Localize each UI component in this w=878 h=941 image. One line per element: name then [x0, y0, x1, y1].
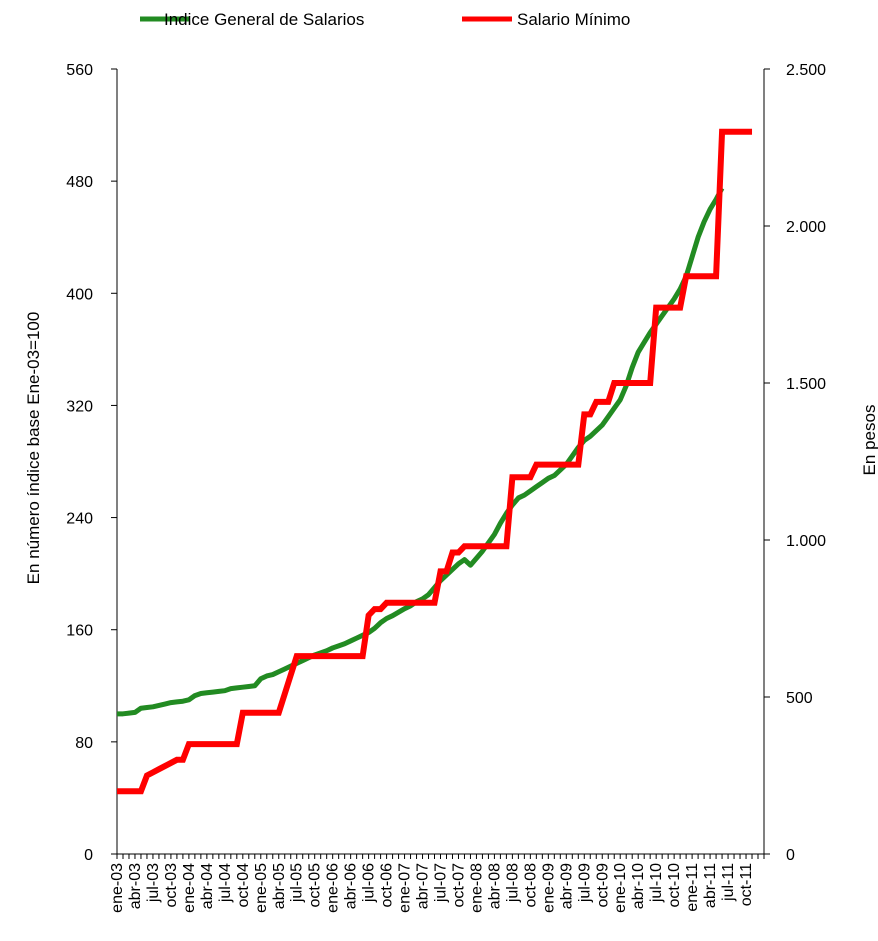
right-tick-label: 2.000: [786, 219, 826, 236]
x-axis-ticks: ene-03 abr-03 jul-03 oct-03 ene-04 abr-04 jul-…: [109, 854, 765, 913]
x-tick-label: oct-10: [666, 863, 683, 908]
series-line-minimo: [117, 128, 753, 795]
x-tick-label: oct-04: [235, 863, 252, 908]
x-tick-label: ene-06: [325, 863, 342, 913]
right-tick-label: 1.000: [786, 533, 826, 550]
left-tick-label: 560: [66, 62, 93, 79]
x-tick-label: jul-10: [648, 863, 665, 903]
left-tick-label: 240: [66, 511, 93, 528]
x-tick-label: ene-08: [468, 863, 485, 913]
left-tick-label: 80: [75, 735, 93, 752]
series-layer: [117, 128, 753, 795]
x-tick-label: abr-09: [558, 863, 575, 909]
x-tick-label: jul-03: [145, 863, 162, 903]
left-tick-label: 320: [66, 398, 93, 415]
left-tick-label: 160: [66, 623, 93, 640]
right-axis-ticks: 0 500 1.000 1.500 2.000 2.500: [764, 62, 826, 864]
x-tick-label: ene-11: [684, 863, 701, 912]
x-tick-label: oct-11: [738, 863, 755, 906]
x-tick-label: jul-05: [289, 863, 306, 903]
left-tick-label: 480: [66, 174, 93, 191]
x-tick-label: ene-09: [540, 863, 557, 913]
x-tick-label: oct-06: [379, 863, 396, 908]
x-tick-label: oct-08: [522, 863, 539, 908]
x-tick-label: abr-07: [415, 863, 432, 909]
right-tick-label: 500: [786, 690, 813, 707]
left-tick-label: 0: [84, 847, 93, 864]
right-axis-title: En pesos: [860, 405, 878, 476]
series-line-salarios: [117, 186, 725, 717]
x-tick-label: ene-10: [612, 863, 629, 913]
legend-label-minimo: Salario Mínimo: [517, 10, 630, 29]
x-tick-label: jul-06: [361, 863, 378, 903]
x-tick-label: abr-06: [343, 863, 360, 909]
x-tick-label: oct-05: [307, 863, 324, 908]
x-tick-label: abr-05: [271, 863, 288, 909]
legend: Indice General de Salarios Salario Mínim…: [140, 10, 630, 29]
left-axis-title: En número índice base Ene-03=100: [24, 312, 43, 585]
x-tick-label: abr-03: [127, 863, 144, 909]
x-tick-label: oct-03: [163, 863, 180, 908]
right-tick-label: 0: [786, 847, 795, 864]
x-tick-label: oct-09: [594, 863, 611, 908]
legend-label-salarios: Indice General de Salarios: [164, 10, 364, 29]
x-tick-label: abr-08: [486, 863, 503, 909]
x-tick-label: ene-07: [397, 863, 414, 913]
x-tick-label: ene-03: [109, 863, 126, 913]
x-tick-label: abr-04: [199, 863, 216, 909]
right-tick-label: 2.500: [786, 62, 826, 79]
x-tick-label: jul-04: [217, 863, 234, 903]
x-tick-label: abr-11: [702, 863, 719, 908]
x-tick-label: jul-07: [433, 863, 450, 903]
x-tick-label: abr-10: [630, 863, 647, 909]
left-tick-label: 400: [66, 286, 93, 303]
left-axis-ticks: 0 80 160 240 320 400 480 560: [66, 62, 117, 864]
x-tick-label: ene-04: [181, 863, 198, 913]
x-tick-label: oct-07: [450, 863, 467, 908]
x-tick-label: ene-05: [253, 863, 270, 913]
right-tick-label: 1.500: [786, 376, 826, 393]
x-tick-label: jul-09: [576, 863, 593, 903]
x-tick-label: jul-08: [504, 863, 521, 903]
x-tick-label: jul-11: [720, 863, 737, 902]
